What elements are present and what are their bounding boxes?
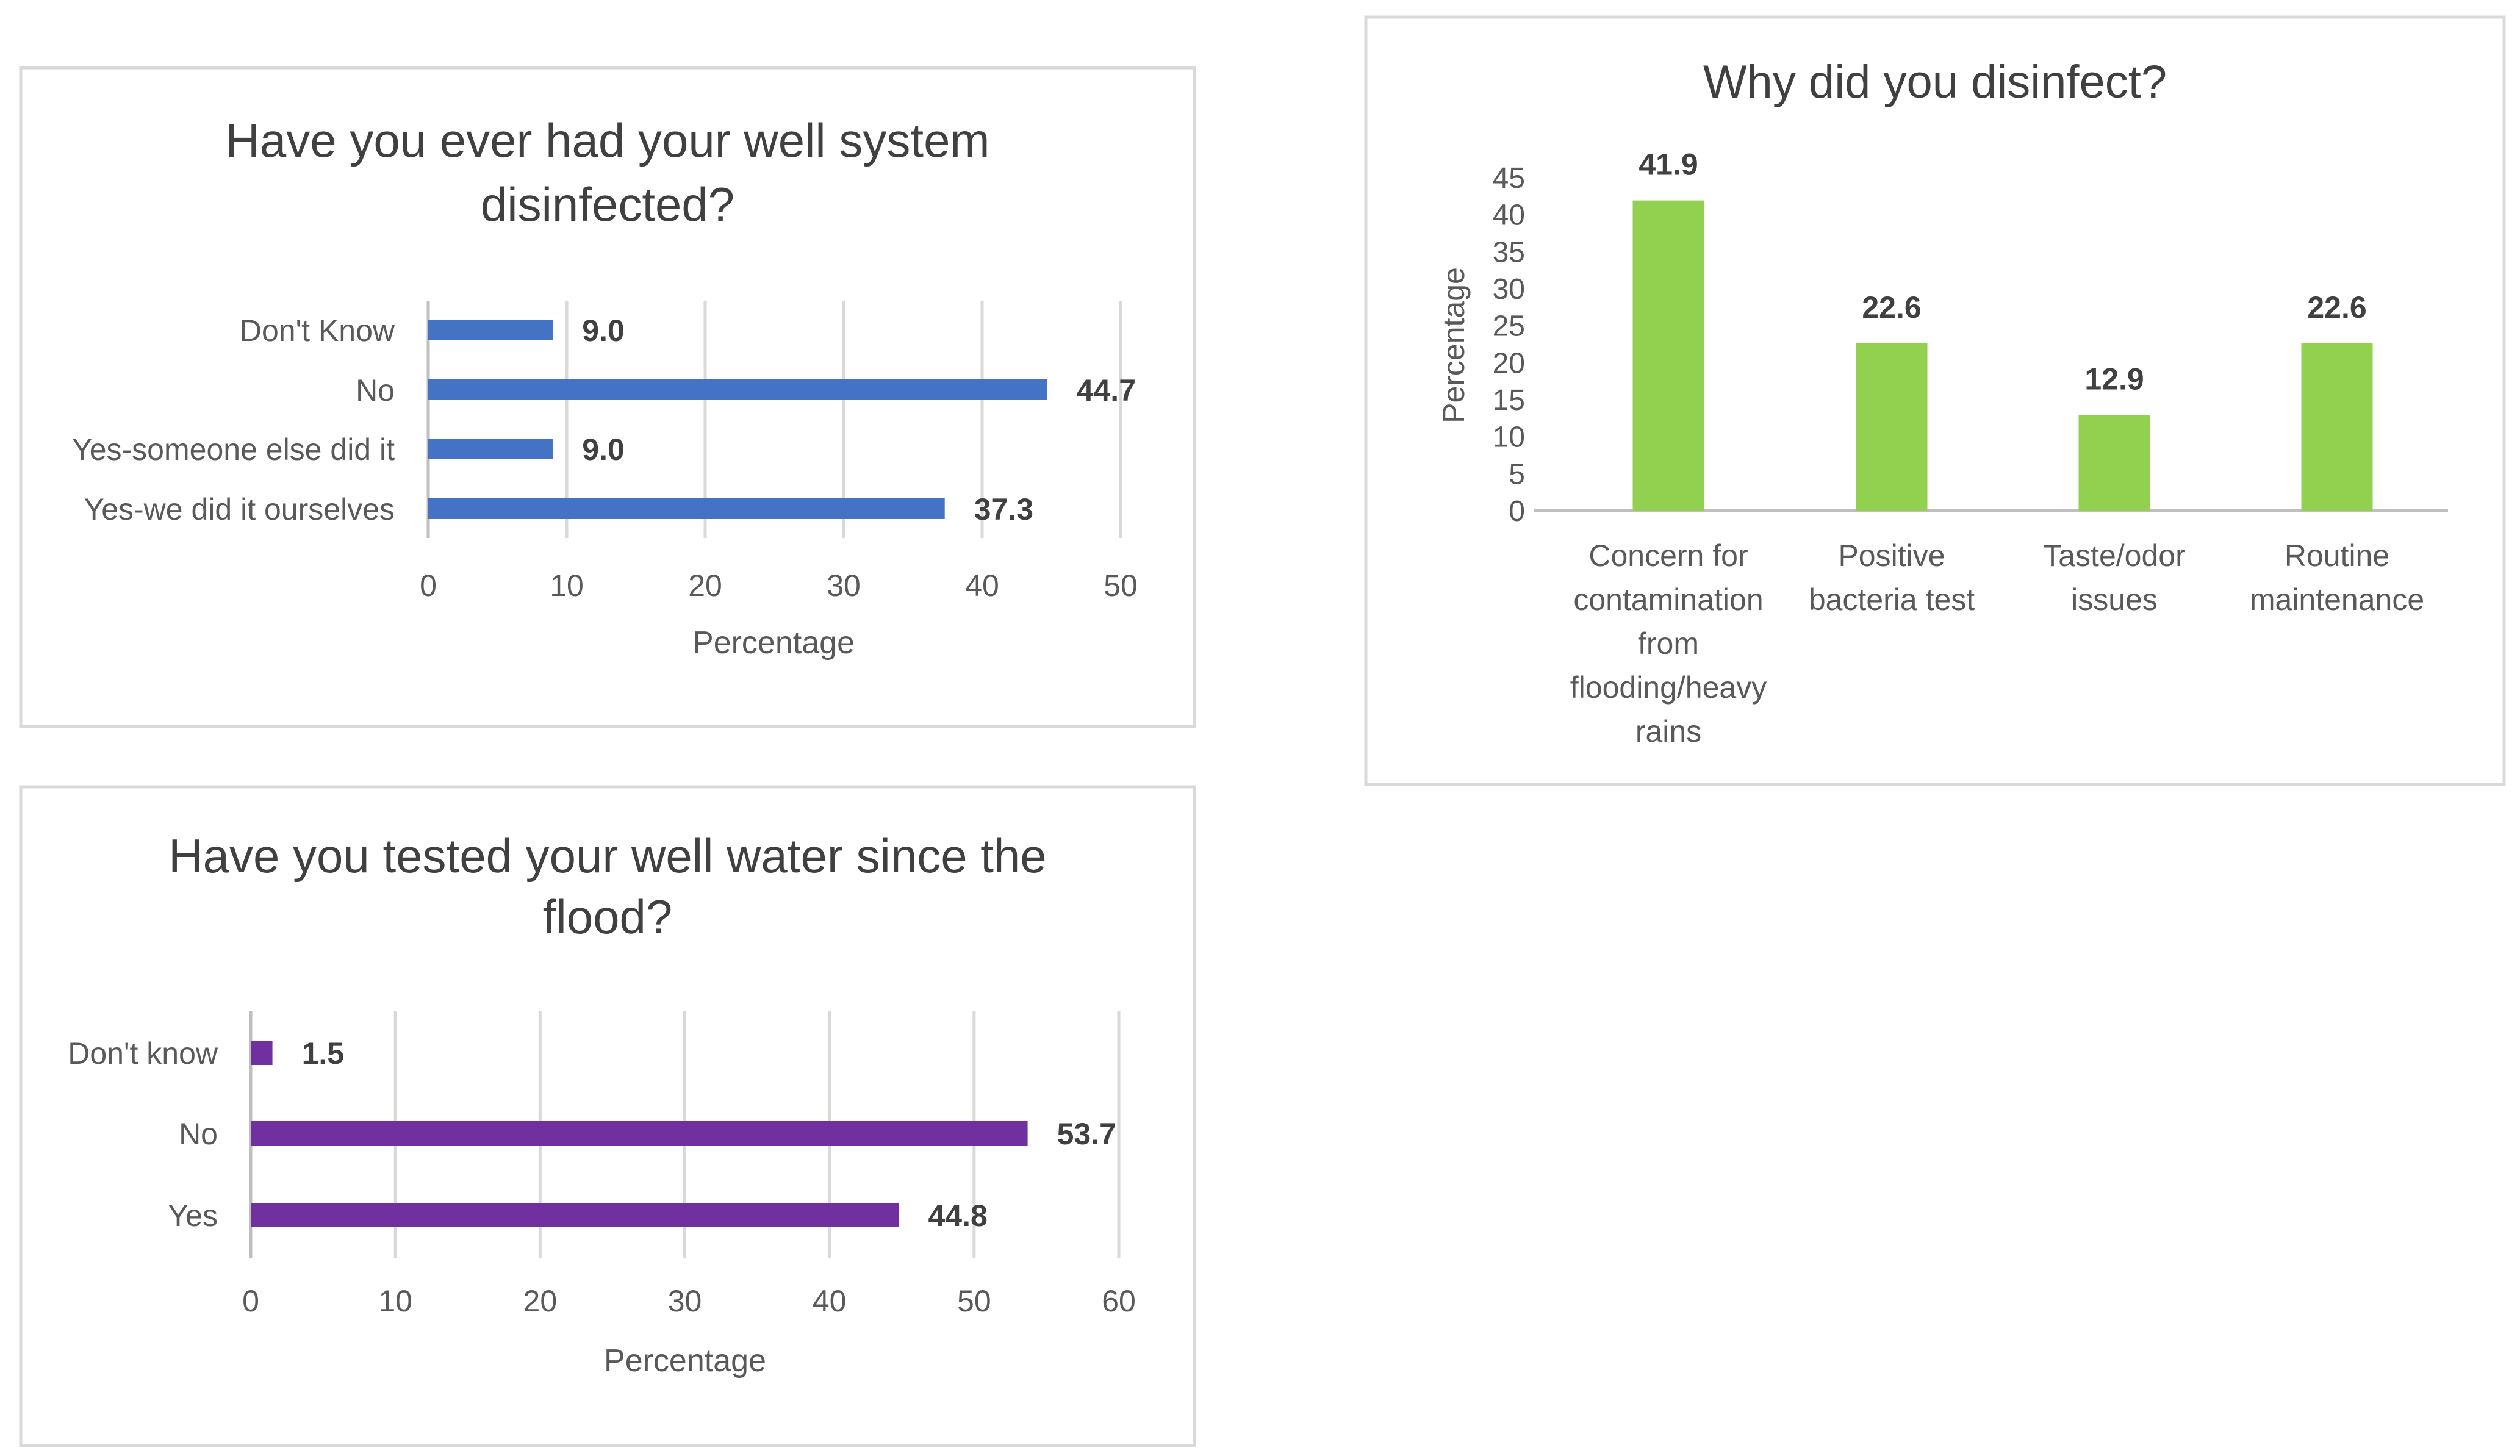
- data-labels: 9.0 44.7 9.0 37.3: [582, 314, 1136, 526]
- bar-1: [251, 1121, 1028, 1146]
- x-axis-title: Percentage: [604, 1343, 766, 1379]
- category-label-1: No: [356, 373, 395, 407]
- y-tick-label-20: 20: [1493, 347, 1525, 379]
- chart-title-line-1: Have you ever had your well system: [226, 113, 990, 167]
- y-tick-label-5: 5: [1509, 458, 1525, 490]
- chart-border: [19, 785, 1196, 1447]
- data-label-1: 44.7: [1077, 373, 1136, 407]
- x-tick-label-60: 60: [1102, 1284, 1136, 1318]
- x-tick-label-0: 0: [420, 568, 437, 603]
- y-tick-label-15: 15: [1493, 384, 1525, 417]
- chart-title-line-1: Have you tested your well water since th…: [168, 829, 1046, 883]
- bars: [1632, 200, 2373, 511]
- category-label-0-line-2: from: [1638, 626, 1699, 661]
- category-label-0-line-0: Concern for: [1588, 539, 1748, 573]
- category-label-0-line-3: flooding/heavy: [1570, 670, 1767, 705]
- bar-3: [428, 498, 945, 519]
- x-tick-label-0: 0: [242, 1284, 259, 1318]
- data-label-2: 9.0: [582, 432, 625, 467]
- x-tick-label-50: 50: [1104, 568, 1138, 603]
- bar-2: [2078, 415, 2150, 511]
- category-labels: Don't Know No Yes-someone else did it Yes-w…: [72, 314, 395, 526]
- data-label-0: 9.0: [582, 314, 625, 348]
- x-axis-title: Percentage: [692, 625, 855, 661]
- y-tick-label-35: 35: [1493, 236, 1525, 268]
- data-labels: 41.9 22.6 12.9 22.6: [1639, 148, 2366, 396]
- data-labels: 1.5 53.7 44.8: [302, 1036, 1116, 1233]
- x-tick-label-10: 10: [378, 1284, 412, 1318]
- category-label-3: Yes-we did it ourselves: [84, 492, 395, 526]
- tick-labels: 0 5 10 15 20 25 30 35 40 45: [1493, 162, 1525, 528]
- data-label-2: 12.9: [2084, 362, 2144, 396]
- category-label-1: No: [179, 1117, 218, 1151]
- category-label-3-line-1: maintenance: [2250, 583, 2424, 617]
- data-label-0: 41.9: [1639, 148, 1698, 182]
- data-label-0: 1.5: [302, 1036, 345, 1070]
- x-tick-label-20: 20: [688, 568, 722, 603]
- x-tick-label-20: 20: [523, 1284, 558, 1318]
- x-tick-label-50: 50: [957, 1284, 991, 1318]
- category-labels: Don't know No Yes: [68, 1036, 218, 1233]
- y-tick-label-0: 0: [1509, 495, 1525, 528]
- y-axis-title: Percentage: [1437, 267, 1471, 423]
- bar-2: [428, 439, 553, 459]
- chart-title-line-2: disinfected?: [481, 178, 734, 231]
- tick-labels: 0 10 20 30 40 50 60: [242, 1284, 1136, 1318]
- y-tick-label-25: 25: [1493, 310, 1525, 343]
- y-tick-label-45: 45: [1493, 162, 1525, 195]
- category-label-3-line-0: Routine: [2285, 539, 2389, 573]
- bar-3: [2301, 343, 2373, 511]
- bar-0: [1632, 200, 1704, 511]
- category-label-0-line-4: rains: [1635, 714, 1701, 748]
- x-tick-label-30: 30: [827, 568, 861, 603]
- chart-panel-why-disinfect: Why did you disinfect? Percentage Concer…: [1364, 15, 2506, 786]
- data-label-2: 44.8: [928, 1199, 988, 1233]
- chart-title-line-2: flood?: [543, 890, 673, 944]
- x-tick-label-30: 30: [668, 1284, 702, 1318]
- data-label-3: 37.3: [974, 492, 1033, 526]
- bars: [428, 320, 1047, 519]
- category-label-2-line-1: issues: [2071, 583, 2158, 617]
- chart-panel-water-tested: Have you tested your well water since th…: [19, 785, 1196, 1447]
- data-label-1: 53.7: [1057, 1117, 1116, 1151]
- category-label-0: Don't know: [68, 1036, 218, 1070]
- category-label-0: Don't Know: [240, 314, 395, 348]
- x-tick-label-10: 10: [550, 568, 584, 603]
- bar-1: [428, 379, 1047, 400]
- category-label-0-line-1: contamination: [1573, 583, 1763, 617]
- bar-0: [251, 1041, 273, 1065]
- category-label-2: Yes: [168, 1199, 218, 1233]
- bars: [251, 1041, 1028, 1227]
- y-tick-label-40: 40: [1493, 199, 1525, 232]
- category-label-1-line-1: bacteria test: [1809, 583, 1975, 617]
- data-label-1: 22.6: [1862, 290, 1921, 325]
- bar-1: [1856, 343, 1928, 511]
- chart-panel-well-disinfected: Have you ever had your well system disin…: [19, 66, 1196, 728]
- y-tick-label-10: 10: [1493, 421, 1525, 454]
- x-tick-label-40: 40: [965, 568, 999, 603]
- data-label-3: 22.6: [2307, 290, 2366, 325]
- chart-title: Why did you disinfect?: [1703, 56, 2167, 108]
- category-label-2-line-0: Taste/odor: [2043, 539, 2185, 573]
- bar-2: [251, 1203, 899, 1227]
- category-labels: Concern for contamination from flooding/hea…: [1570, 539, 2424, 748]
- category-label-2: Yes-someone else did it: [72, 432, 395, 467]
- y-tick-label-30: 30: [1493, 273, 1525, 306]
- x-tick-label-40: 40: [813, 1284, 847, 1318]
- tick-labels: 0 10 20 30 40 50: [420, 568, 1138, 603]
- bar-0: [428, 320, 553, 340]
- category-label-1-line-0: Positive: [1838, 539, 1945, 573]
